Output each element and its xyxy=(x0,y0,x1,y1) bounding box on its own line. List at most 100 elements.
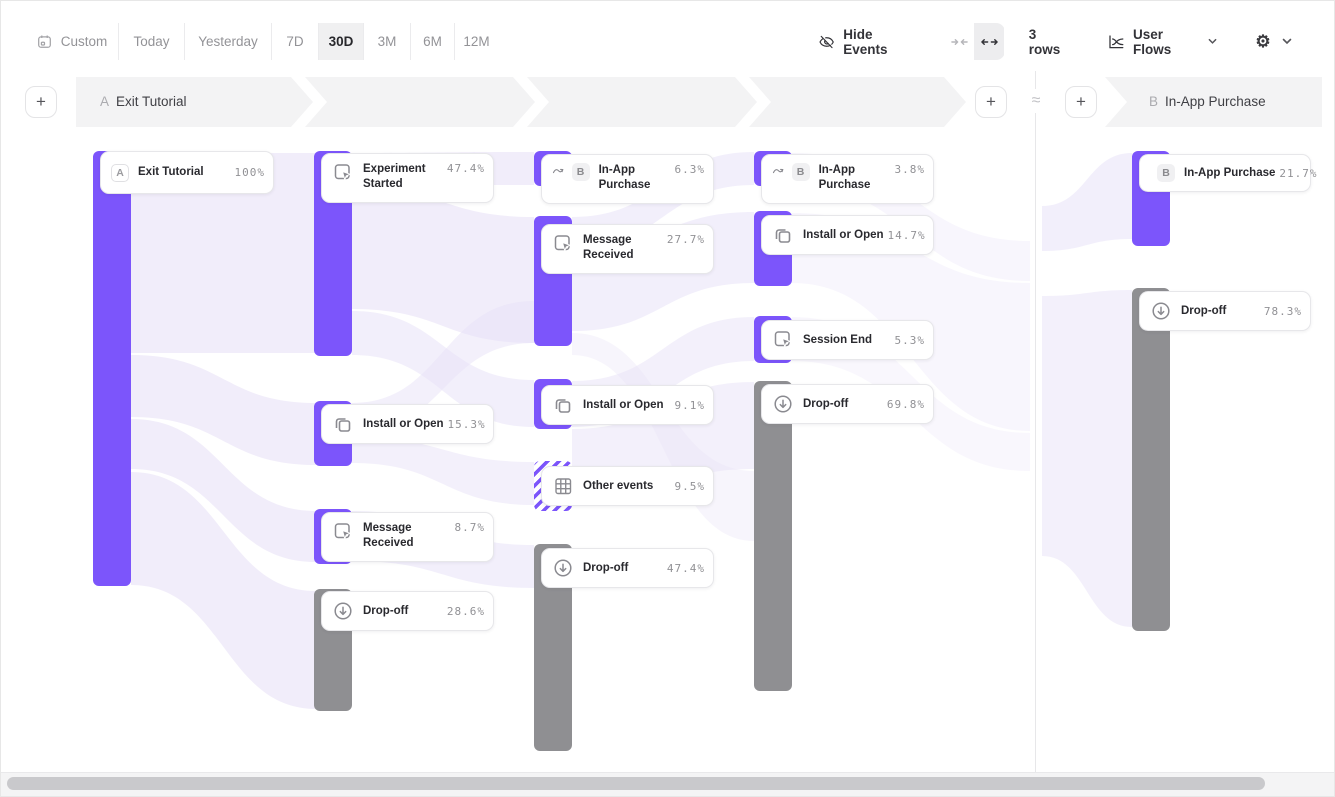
gear-icon: ⚙ xyxy=(1255,32,1271,51)
node-percent: 9.5% xyxy=(674,479,705,493)
node-label: Experiment Started xyxy=(363,163,426,190)
node-percent: 69.8% xyxy=(886,397,925,411)
flow-a-badge: A xyxy=(100,94,110,109)
sankey-ribbon xyxy=(131,153,316,353)
sankey-ribbon xyxy=(131,419,316,562)
node-percent: 8.7% xyxy=(454,521,485,534)
node-percent: 47.4% xyxy=(666,561,705,575)
chevron-down-icon xyxy=(1208,38,1217,44)
flow-b-badge: B xyxy=(1149,94,1159,109)
flow-divider xyxy=(1035,71,1036,772)
date-preset-today[interactable]: Today xyxy=(118,23,184,60)
node-percent: 14.7% xyxy=(887,228,926,242)
flow-node-message_received_2[interactable]: Message Received 8.7% xyxy=(321,512,494,562)
flow-node-dropoff_3[interactable]: Drop-off 47.4% xyxy=(541,548,714,588)
node-label: Exit Tutorial xyxy=(138,166,204,178)
horizontal-scrollbar-thumb[interactable] xyxy=(7,777,1265,790)
node-percent: 47.4% xyxy=(446,162,485,175)
node-percent: 78.3% xyxy=(1263,304,1302,318)
node-label: Drop-off xyxy=(1181,304,1227,317)
date-preset-label: Custom xyxy=(60,34,108,49)
arrows-expand-icon xyxy=(980,38,998,45)
flow-node-session_end[interactable]: Session End 5.3% xyxy=(761,320,934,360)
flow-node-dropoff_2[interactable]: Drop-off 28.6% xyxy=(321,591,494,631)
horizontal-scrollbar-track[interactable] xyxy=(1,772,1334,796)
node-percent: 21.7% xyxy=(1279,166,1318,180)
flow-a-header: A Exit Tutorial xyxy=(100,94,187,109)
linked-event-trend-icon xyxy=(552,168,564,174)
approx-gap-icon: ≈ xyxy=(1024,89,1048,113)
tracked-event-icon xyxy=(334,164,351,181)
add-step-before-b-button[interactable]: + xyxy=(1065,86,1097,118)
node-label: Drop-off xyxy=(363,604,409,617)
linked-event-trend-icon xyxy=(772,168,784,174)
exit_tutorial-bar[interactable] xyxy=(93,151,131,586)
flow-node-other_events[interactable]: Other events 9.5% xyxy=(541,466,714,506)
date-preset-7d[interactable]: 7D xyxy=(271,23,318,60)
sankey-ribbon xyxy=(1042,290,1132,627)
install-open-icon xyxy=(335,418,351,432)
rows-count-label: 3 rows xyxy=(1028,26,1061,57)
flow-node-dropoff_4[interactable]: Drop-off 69.8% xyxy=(761,384,934,424)
drop-off-icon xyxy=(1152,302,1170,320)
node-label: Install or Open xyxy=(803,228,884,241)
sankey-ribbon xyxy=(131,472,316,709)
node-percent: 27.7% xyxy=(666,233,705,246)
flow-step-bands xyxy=(76,77,1322,127)
hide-events-label: Hide Events xyxy=(843,26,888,57)
node-percent: 15.3% xyxy=(447,417,486,431)
node-label: In-App Purchase xyxy=(1184,166,1276,179)
date-preset-custom[interactable]: Custom xyxy=(25,23,118,60)
date-preset-30d[interactable]: 30D xyxy=(318,23,363,60)
node-percent: 100% xyxy=(234,166,265,179)
view-selector-dropdown[interactable]: User Flows xyxy=(1093,23,1231,60)
install-open-icon xyxy=(555,399,571,413)
series-badge-b: B xyxy=(1157,164,1175,182)
tracked-event-icon xyxy=(774,331,791,348)
flow-node-experiment_started[interactable]: Experiment Started 47.4% xyxy=(321,153,494,203)
node-label: In-App Purchase xyxy=(818,164,871,191)
flow-node-in_app_4[interactable]: B In-App Purchase 3.8% xyxy=(761,154,934,204)
node-percent: 9.1% xyxy=(674,398,705,412)
drop-off-icon xyxy=(334,602,352,620)
node-percent: 28.6% xyxy=(446,604,485,618)
add-step-start-button[interactable]: + xyxy=(25,86,57,118)
other-events-grid-icon xyxy=(555,478,572,495)
collapse-columns-button[interactable] xyxy=(944,23,974,60)
date-preset-6m[interactable]: 6M xyxy=(410,23,454,60)
flow-node-in_app_3[interactable]: B In-App Purchase 6.3% xyxy=(541,154,714,204)
node-percent: 6.3% xyxy=(674,163,705,176)
hide-events-button[interactable]: Hide Events xyxy=(804,23,924,60)
chevron-down-icon xyxy=(1282,38,1291,45)
tracked-event-icon xyxy=(554,235,571,252)
arrows-collapse-icon xyxy=(950,38,968,45)
flow-node-exit_tutorial[interactable]: A Exit Tutorial 100% xyxy=(100,151,274,194)
node-label: Message Received xyxy=(583,234,634,261)
dropoff_4-bar[interactable] xyxy=(754,381,792,691)
flow-node-install_or_open_2[interactable]: Install or Open 15.3% xyxy=(321,404,494,444)
settings-dropdown[interactable]: ⚙ xyxy=(1239,23,1308,60)
dropoff_b-bar[interactable] xyxy=(1132,288,1170,631)
flow-b-title: In-App Purchase xyxy=(1165,94,1266,109)
date-preset-3m[interactable]: 3M xyxy=(363,23,410,60)
series-badge-b: B xyxy=(791,163,810,181)
rows-count-button[interactable]: 3 rows xyxy=(1018,23,1071,60)
flow-node-install_or_open_4[interactable]: Install or Open 14.7% xyxy=(761,215,934,255)
date-preset-yesterday[interactable]: Yesterday xyxy=(184,23,271,60)
tracked-event-icon xyxy=(334,523,351,540)
flow-node-in_app_b[interactable]: B In-App Purchase 21.7% xyxy=(1139,154,1317,192)
expand-columns-button[interactable] xyxy=(974,23,1004,60)
sankey-ribbon xyxy=(352,187,534,343)
flow-node-install_or_open_3[interactable]: Install or Open 9.1% xyxy=(541,385,714,425)
flow-node-dropoff_b[interactable]: Drop-off 78.3% xyxy=(1139,291,1311,331)
flow-node-message_received_3[interactable]: Message Received 27.7% xyxy=(541,224,714,274)
drop-off-icon xyxy=(554,559,572,577)
date-preset-12m[interactable]: 12M xyxy=(454,23,498,60)
add-step-end-button[interactable]: + xyxy=(975,86,1007,118)
flow-b-header: B In-App Purchase xyxy=(1149,94,1266,109)
calendar-icon xyxy=(37,35,51,48)
view-selector-label: User Flows xyxy=(1133,26,1172,57)
series-badge-b: B xyxy=(571,163,590,181)
node-label: Install or Open xyxy=(583,398,664,411)
